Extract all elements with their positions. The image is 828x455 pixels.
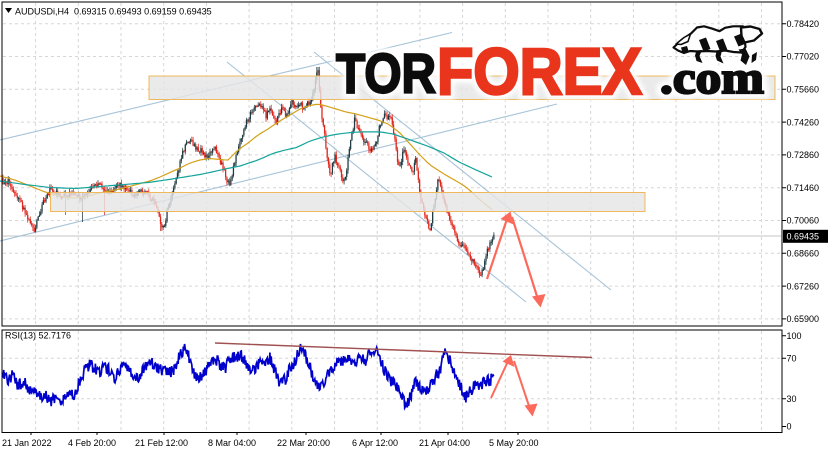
svg-text:5 May 20:00: 5 May 20:00 (489, 438, 539, 448)
svg-text:0.75660: 0.75660 (787, 85, 820, 95)
svg-text:4 Feb 20:00: 4 Feb 20:00 (68, 438, 116, 448)
svg-text:0.69435: 0.69435 (787, 232, 820, 242)
svg-text:0.77020: 0.77020 (787, 52, 820, 62)
svg-text:RSI(13) 52.7176: RSI(13) 52.7176 (5, 331, 71, 341)
svg-text:FOREX: FOREX (437, 34, 642, 108)
svg-text:0.74260: 0.74260 (787, 117, 820, 127)
svg-text:TOR: TOR (336, 42, 436, 105)
svg-text:70: 70 (787, 354, 797, 364)
svg-text:TOR: TOR (336, 42, 436, 105)
svg-text:21 Feb 12:00: 21 Feb 12:00 (135, 438, 188, 448)
svg-text:0.70060: 0.70060 (787, 216, 820, 226)
svg-text:0.67260: 0.67260 (787, 281, 820, 291)
svg-text:22 Mar 20:00: 22 Mar 20:00 (277, 438, 330, 448)
svg-text:6 Apr 12:00: 6 Apr 12:00 (352, 438, 398, 448)
svg-text:FOREX: FOREX (437, 34, 642, 108)
svg-text:0.65900: 0.65900 (787, 314, 820, 324)
svg-text:30: 30 (787, 394, 797, 404)
svg-text:0.68660: 0.68660 (787, 249, 820, 259)
svg-text:0.72860: 0.72860 (787, 150, 820, 160)
svg-text:0.71460: 0.71460 (787, 183, 820, 193)
svg-text:21 Jan 2022: 21 Jan 2022 (2, 438, 52, 448)
svg-text:.com: .com (660, 52, 764, 103)
svg-text:AUDUSDi,H4 0.69315 0.69493 0.: AUDUSDi,H4 0.69315 0.69493 0.69159 0.694… (15, 7, 212, 17)
svg-text:8 Mar 04:00: 8 Mar 04:00 (208, 438, 256, 448)
svg-text:100: 100 (787, 331, 802, 341)
svg-text:0: 0 (787, 422, 792, 432)
svg-text:0.78420: 0.78420 (787, 19, 820, 29)
svg-text:21 Apr 04:00: 21 Apr 04:00 (419, 438, 470, 448)
